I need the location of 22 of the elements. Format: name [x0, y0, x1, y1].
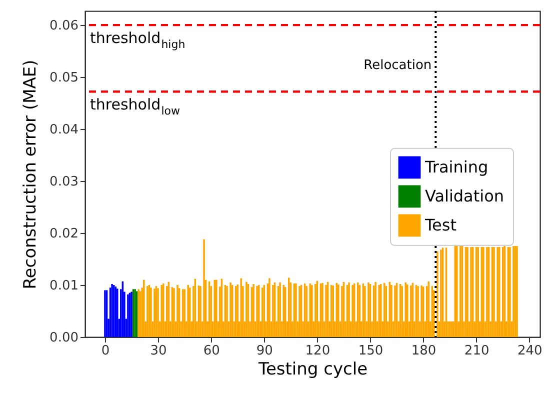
y-tick-label: 0.03 — [50, 174, 78, 190]
x-tick-label: 120 — [305, 344, 330, 358]
y-tick-label: 0.04 — [50, 122, 78, 138]
x-tick-label: 0 — [101, 344, 110, 358]
x-tick-label: 210 — [464, 344, 490, 358]
ref-line-label: Relocation — [364, 58, 432, 73]
legend-label: Training — [424, 157, 488, 176]
legend-label: Test — [424, 215, 457, 234]
x-tick-label: 150 — [358, 344, 384, 358]
y-axis-title: Reconstruction error (MAE) — [20, 60, 41, 290]
x-axis-title: Testing cycle — [257, 360, 368, 380]
x-tick-label: 180 — [411, 344, 436, 358]
legend-label: Validation — [425, 186, 504, 206]
y-tick-label: 0.06 — [50, 18, 78, 34]
x-tick-label: 60 — [203, 344, 220, 358]
x-tick-label: 90 — [256, 344, 273, 358]
y-tick-label: 0.01 — [50, 278, 78, 294]
y-tick-label: 0.05 — [50, 70, 78, 86]
x-tick-label: 240 — [517, 344, 542, 358]
x-tick-label: 30 — [150, 344, 167, 358]
y-tick-label: 0.02 — [50, 226, 78, 242]
y-tick-label: 0.00 — [50, 330, 78, 346]
